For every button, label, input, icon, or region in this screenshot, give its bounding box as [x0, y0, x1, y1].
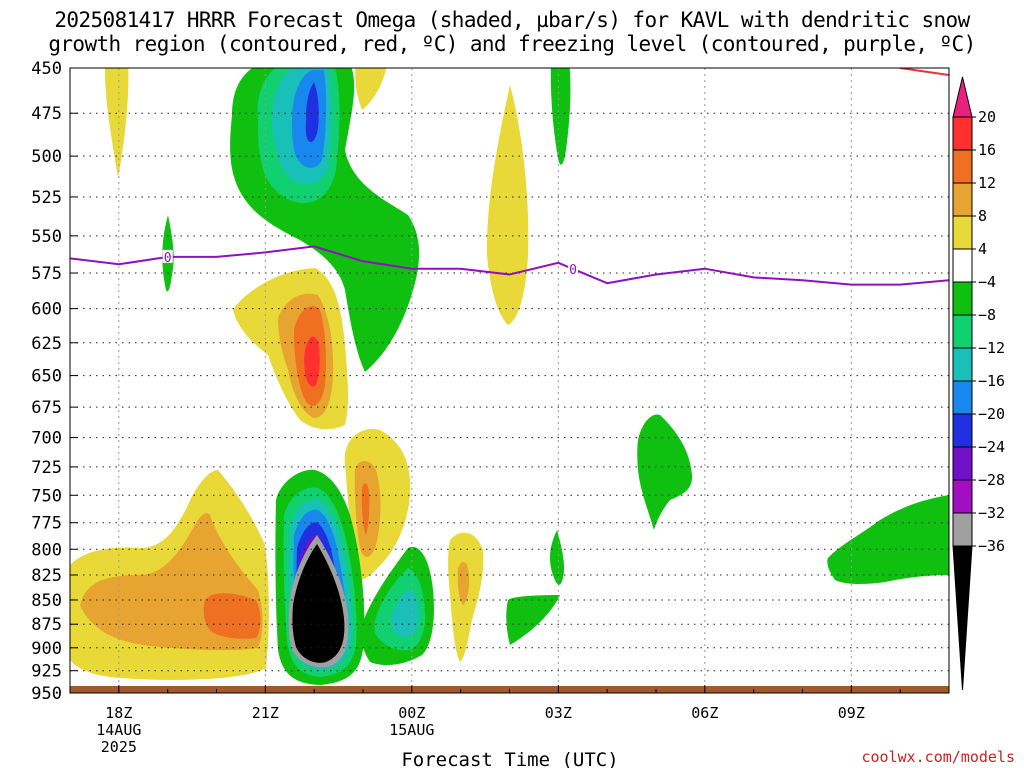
colorbar-label: −32	[978, 504, 1005, 522]
y-tick-label: 525	[31, 188, 62, 208]
colorbar-label: −20	[978, 405, 1005, 423]
x-tick-label: 06Z	[691, 704, 718, 722]
y-tick-label: 750	[31, 486, 62, 506]
dgz-contour	[899, 68, 949, 76]
x-axis-label: Forecast Time (UTC)	[401, 749, 618, 768]
colorbar-swatch	[952, 347, 973, 382]
omega-contour-neg4-03z-aloft	[550, 68, 571, 165]
y-tick-label: 600	[31, 300, 62, 320]
omega-contour-neg4-02z-low	[506, 595, 560, 645]
colorbar-swatch	[952, 446, 973, 481]
chart-title-line-2: growth region (contoured, red, ºC) and f…	[48, 32, 976, 56]
omega-contour-pos4-18z-aloft	[104, 68, 129, 178]
colorbar-label: 8	[978, 207, 987, 225]
omega-contour-neg4-05z-mid	[637, 414, 693, 530]
colorbar-label: 12	[978, 174, 996, 192]
colorbar-label: −36	[978, 537, 1005, 555]
omega-contour-neg20-upper	[305, 82, 319, 143]
y-axis-ticks: 450 475 500 525 550 575 600 625 650 675 700 725 750 7…	[31, 59, 78, 704]
colorbar-swatch	[952, 215, 973, 250]
colorbar-label: −4	[978, 273, 996, 291]
colorbar-label: −8	[978, 306, 996, 324]
x-tick-date-label: 14AUG	[96, 721, 141, 739]
colorbar-swatch	[952, 281, 973, 316]
x-tick-label: 09Z	[838, 704, 865, 722]
colorbar-label: −16	[978, 372, 1005, 390]
colorbar-label: −28	[978, 471, 1005, 489]
omega-contour-pos4-01z-mid	[486, 85, 529, 325]
grid-lines	[70, 67, 949, 694]
colorbar-swatch	[952, 479, 973, 514]
colorbar-label: 16	[978, 141, 996, 159]
y-tick-label: 650	[31, 367, 62, 387]
omega-contour-neg36-low	[292, 544, 345, 663]
y-tick-label: 925	[31, 662, 62, 682]
x-tick-label: 21Z	[252, 704, 279, 722]
freezing-level-label-bg	[162, 249, 173, 263]
freezing-level-line	[70, 245, 949, 286]
freezing-level-label-bg	[567, 261, 578, 275]
omega-contour-pos12-low	[203, 593, 261, 639]
omega-contour-pos16-mid	[304, 336, 320, 387]
y-tick-label: 475	[31, 104, 62, 124]
omega-contour-pos8-0030z-low	[457, 561, 470, 605]
y-tick-label: 725	[31, 458, 62, 478]
colorbar: 20 16 12 8 4 −4 −8 −12 −16 −20 −24 −28 −32 −36	[952, 76, 1005, 691]
y-tick-label: 450	[31, 59, 62, 79]
colorbar-label: −24	[978, 438, 1005, 456]
colorbar-swatch	[952, 512, 973, 547]
y-tick-label: 900	[31, 639, 62, 659]
colorbar-swatch	[952, 314, 973, 349]
omega-contour-neg4-03z-low	[549, 530, 565, 585]
colorbar-swatch	[952, 248, 973, 283]
y-tick-label: 850	[31, 591, 62, 611]
y-tick-label: 875	[31, 615, 62, 635]
colorbar-label: 4	[978, 240, 987, 258]
y-tick-label: 700	[31, 429, 62, 449]
plot-area: 00	[69, 67, 950, 694]
colorbar-label: 20	[978, 108, 996, 126]
omega-contour-neg12-0000z-low	[391, 589, 419, 638]
freezing-level-label: 0	[164, 251, 172, 266]
omega-contour-pos4-23z-aloft	[355, 68, 387, 110]
colorbar-swatch	[952, 380, 973, 415]
freezing-level-contour: 00	[70, 245, 949, 286]
freezing-level-label: 0	[569, 263, 577, 278]
omega-shading	[70, 68, 949, 685]
colorbar-swatch	[952, 149, 973, 184]
y-tick-label: 825	[31, 566, 62, 586]
x-tick-label: 00Z	[398, 704, 425, 722]
y-tick-label: 950	[31, 684, 62, 704]
credit-text: coolwx.com/models	[861, 748, 1015, 766]
colorbar-swatch	[952, 182, 973, 217]
x-tick-date-label: 2025	[101, 738, 137, 756]
x-tick-label: 03Z	[545, 704, 572, 722]
colorbar-bottom-arrow	[952, 545, 973, 691]
colorbar-top-arrow	[952, 76, 973, 118]
colorbar-label: −12	[978, 339, 1005, 357]
x-tick-date-label: 15AUG	[389, 721, 434, 739]
y-tick-label: 675	[31, 398, 62, 418]
y-tick-label: 550	[31, 227, 62, 247]
omega-contour-pos12-2330z	[361, 483, 370, 535]
omega-contour-neg4-10z-low	[827, 495, 949, 585]
chart-title-line-1: 2025081417 HRRR Forecast Omega (shaded, …	[54, 8, 970, 32]
y-tick-label: 625	[31, 334, 62, 354]
x-tick-label: 18Z	[105, 704, 132, 722]
colorbar-swatch	[952, 413, 973, 448]
colorbar-swatch	[952, 116, 973, 151]
y-tick-label: 500	[31, 147, 62, 167]
y-tick-label: 775	[31, 514, 62, 534]
y-tick-label: 800	[31, 540, 62, 560]
y-tick-label: 575	[31, 264, 62, 284]
